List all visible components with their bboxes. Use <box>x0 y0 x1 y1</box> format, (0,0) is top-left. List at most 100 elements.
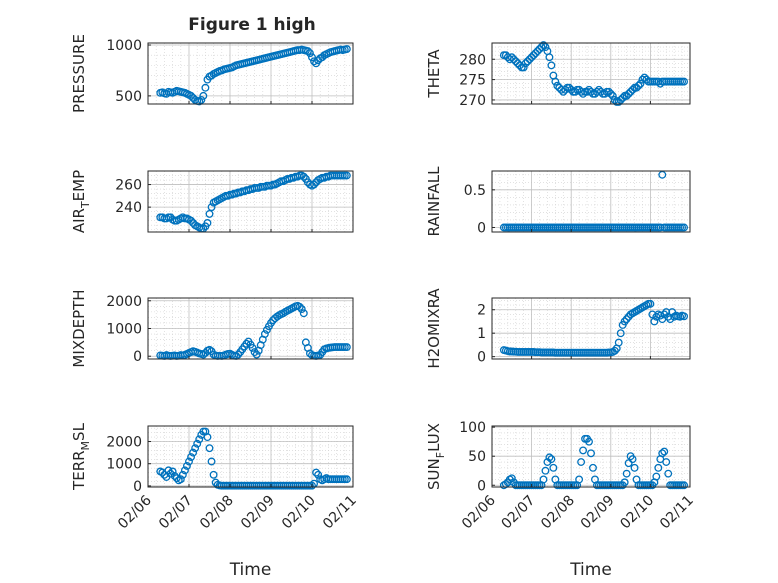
data-point <box>342 45 351 54</box>
data-point <box>622 469 631 478</box>
subplot-h2omixra: 0 1 2 H2OMIXRA <box>425 288 691 369</box>
y-tick-label: 500 <box>115 89 142 105</box>
y-tick-label: 100 <box>459 420 486 436</box>
data-point <box>541 43 550 52</box>
data-point <box>207 71 216 80</box>
y-tick-label: 0 <box>477 220 486 236</box>
data-point <box>511 57 520 66</box>
subplot-air-temp: 240 260 AIRTEMP <box>70 170 354 233</box>
data-point <box>297 305 306 314</box>
y-tick-label: 270 <box>459 93 486 109</box>
data-point <box>199 91 208 100</box>
data-point <box>630 463 639 472</box>
data-point <box>273 312 282 321</box>
y-axis-label: TERRMSL <box>70 422 92 491</box>
data-point <box>551 77 560 86</box>
plot-area <box>492 171 690 232</box>
axes-box <box>147 42 354 105</box>
data-point <box>189 448 198 457</box>
y-axis-label: AIRTEMP <box>70 170 92 233</box>
y-tick-label: 0 <box>133 479 142 495</box>
data-point <box>577 87 586 96</box>
data-point <box>187 91 195 100</box>
data-point <box>577 458 586 466</box>
data-point <box>628 85 637 94</box>
data-point <box>205 444 214 453</box>
data-point <box>654 77 663 86</box>
data-point <box>610 95 619 104</box>
data-point <box>308 53 316 62</box>
y-tick-label: 260 <box>115 178 142 194</box>
data-point <box>187 216 195 225</box>
data-point <box>553 81 562 90</box>
data-point <box>525 55 534 64</box>
data-point <box>666 315 675 324</box>
data-point <box>521 59 530 68</box>
data-point <box>279 309 288 318</box>
data-point <box>539 475 548 484</box>
data-point <box>656 223 665 232</box>
data-point <box>620 317 629 326</box>
axes-box <box>491 297 691 360</box>
y-tick-label: 0 <box>477 478 486 494</box>
data-point <box>636 79 645 88</box>
data-point <box>624 89 633 98</box>
subplot-pressure: 500 1000 PRESSURE <box>70 34 354 113</box>
data-point <box>680 223 689 232</box>
data-point <box>567 85 576 94</box>
data-point <box>662 308 671 317</box>
data-point <box>203 219 212 227</box>
data-point <box>606 89 615 98</box>
data-point <box>209 470 218 479</box>
data-point <box>197 95 206 104</box>
data-point <box>509 55 518 64</box>
data-point <box>303 47 312 56</box>
x-axis-label: Time <box>569 560 612 580</box>
axes-box <box>491 170 691 233</box>
y-axis-label: MIXDEPTH <box>70 289 88 367</box>
x-axis-label: Time <box>229 560 272 580</box>
data-point <box>205 209 214 218</box>
subplot-mixdepth: 0 1000 2000 MIXDEPTH <box>70 289 354 368</box>
data-point <box>533 47 542 56</box>
data-point <box>680 77 689 86</box>
data-point <box>507 474 516 483</box>
data-point <box>632 83 641 92</box>
data-point <box>312 468 321 477</box>
data-point <box>523 57 532 66</box>
data-point <box>658 449 667 458</box>
data-point <box>166 469 175 478</box>
data-point <box>172 474 181 483</box>
data-point <box>628 455 637 464</box>
axes-box <box>491 42 691 105</box>
data-point <box>314 470 323 479</box>
data-point <box>537 43 546 52</box>
data-point <box>507 53 516 62</box>
data-point <box>545 53 554 62</box>
data-point <box>650 317 659 326</box>
y-tick-label: 275 <box>459 73 486 89</box>
data-point <box>242 339 251 348</box>
y-tick-label: 50 <box>468 449 486 465</box>
data-point <box>539 41 548 49</box>
data-point <box>620 478 629 487</box>
data-point <box>571 87 580 96</box>
y-axis-label: H2OMIXRA <box>425 288 443 369</box>
data-point <box>195 97 204 106</box>
subplot-rainfall: 0 0.5 RAINFALL <box>425 166 691 236</box>
figure-title: Figure 1 high <box>188 15 316 35</box>
data-point <box>342 171 351 180</box>
data-point <box>585 85 593 94</box>
data-point <box>664 469 673 478</box>
data-point <box>585 437 593 446</box>
data-point <box>608 91 617 100</box>
axes-box <box>147 170 354 233</box>
data-point <box>306 49 314 58</box>
data-point <box>622 315 631 324</box>
y-tick-label: 1 <box>477 326 486 342</box>
data-point <box>299 309 308 318</box>
data-point <box>201 83 210 92</box>
data-point <box>618 93 627 102</box>
data-point <box>199 350 208 359</box>
